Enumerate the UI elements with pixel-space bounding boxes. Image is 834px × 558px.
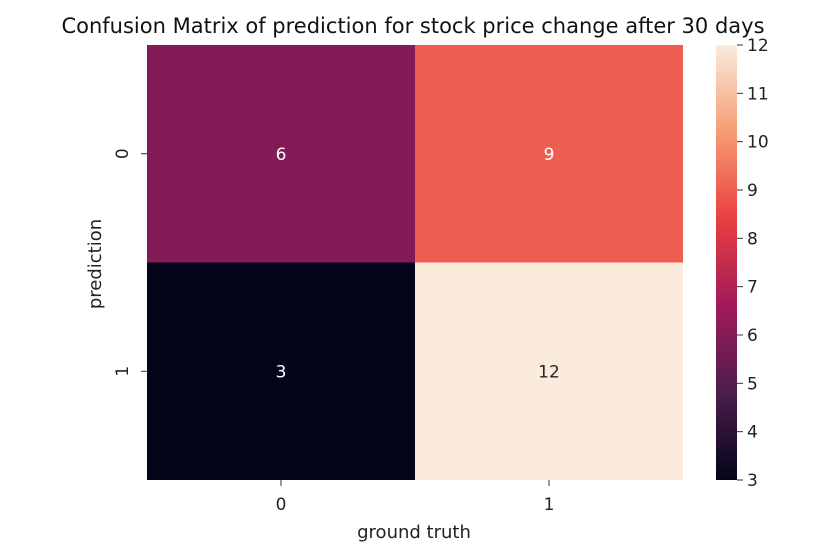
colorbar-tick-label-7: 10 [747,133,769,153]
heatmap-cells [147,45,683,480]
colorbar-tick-label-2: 5 [747,374,758,394]
cell-value-label-0-0: 6 [276,145,287,165]
colorbar-tick-label-6: 9 [747,181,758,201]
y-tick-label-0: 0 [113,148,133,159]
heatmap-cell-1-0 [147,262,415,480]
cell-value-label-0-1: 9 [544,145,555,165]
heatmap-cell-0-1 [415,45,683,263]
heatmap-cell-labels: 6 9 3 12 [276,145,560,383]
colorbar-tick-label-4: 7 [747,278,758,298]
colorbar-tick-label-9: 12 [747,36,769,56]
colorbar [716,45,737,480]
colorbar-ticks: 3 4 5 6 7 8 9 10 11 12 [737,36,769,491]
cell-value-label-1-1: 12 [538,362,560,382]
cell-value-label-1-0: 3 [276,362,287,382]
colorbar-tick-label-1: 4 [747,423,758,443]
x-tick-label-1: 1 [544,495,555,515]
x-tick-label-0: 0 [276,495,287,515]
y-tick-label-1: 1 [113,366,133,377]
y-axis-label: prediction [85,219,106,309]
colorbar-tick-label-5: 8 [747,229,758,249]
chart-title: Confusion Matrix of prediction for stock… [61,14,764,38]
y-axis: 01 [113,148,147,377]
x-axis-label: ground truth [357,522,471,543]
colorbar-tick-label-8: 11 [747,84,769,104]
colorbar-tick-label-0: 3 [747,471,758,491]
heatmap-cell-0-0 [147,45,415,263]
heatmap-cell-1-1 [415,262,683,480]
colorbar-tick-label-3: 6 [747,326,758,346]
